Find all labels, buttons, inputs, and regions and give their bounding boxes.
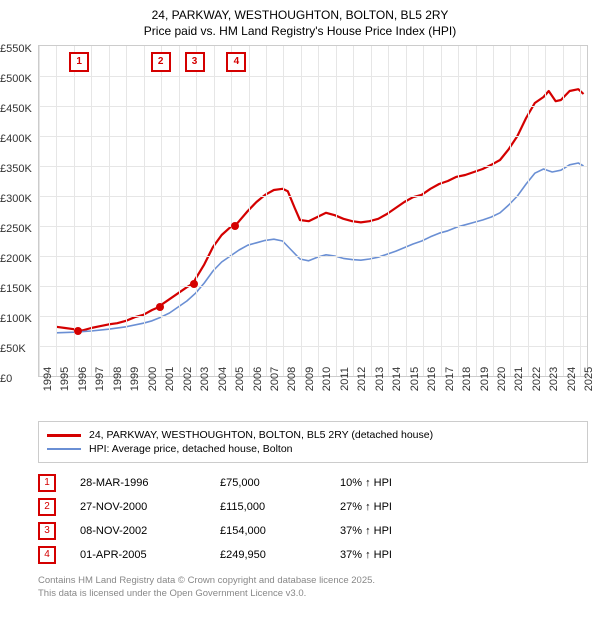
y-tick-label: £500K xyxy=(0,73,32,85)
x-tick-label: 2017 xyxy=(444,367,456,391)
x-tick-label: 2014 xyxy=(391,367,403,391)
x-axis-labels: 1994199519961997199819992000200120022003… xyxy=(38,377,588,415)
x-tick-label: 2004 xyxy=(217,367,229,391)
title-address: 24, PARKWAY, WESTHOUGHTON, BOLTON, BL5 2… xyxy=(4,8,596,24)
x-tick-label: 2018 xyxy=(461,367,473,391)
x-tick-label: 1994 xyxy=(42,367,54,391)
transaction-marker: 3 xyxy=(38,522,56,540)
x-tick-label: 2003 xyxy=(199,367,211,391)
sale-marker-box: 3 xyxy=(185,52,205,72)
sale-marker-box: 2 xyxy=(151,52,171,72)
y-axis-labels: £0£50K£100K£150K£200K£250K£300K£350K£400… xyxy=(0,45,36,375)
x-tick-label: 2000 xyxy=(147,367,159,391)
transaction-hpi: 27% ↑ HPI xyxy=(340,501,440,513)
x-tick-label: 2023 xyxy=(548,367,560,391)
transaction-hpi: 37% ↑ HPI xyxy=(340,549,440,561)
y-tick-label: £200K xyxy=(0,253,32,265)
x-tick-label: 2025 xyxy=(583,367,595,391)
title-subtitle: Price paid vs. HM Land Registry's House … xyxy=(4,24,596,40)
y-tick-label: £300K xyxy=(0,193,32,205)
x-tick-label: 2008 xyxy=(286,367,298,391)
series-line xyxy=(56,163,583,333)
x-tick-label: 2021 xyxy=(513,367,525,391)
sale-point-dot xyxy=(74,327,82,335)
y-tick-label: £350K xyxy=(0,163,32,175)
x-tick-label: 1995 xyxy=(59,367,71,391)
x-tick-label: 1997 xyxy=(94,367,106,391)
x-tick-label: 2006 xyxy=(252,367,264,391)
transaction-date: 08-NOV-2002 xyxy=(80,525,220,537)
footer-line2: This data is licensed under the Open Gov… xyxy=(38,588,588,600)
x-tick-label: 2013 xyxy=(374,367,386,391)
x-tick-label: 2016 xyxy=(426,367,438,391)
x-tick-label: 2002 xyxy=(182,367,194,391)
legend-swatch xyxy=(47,434,81,437)
y-tick-label: £250K xyxy=(0,223,32,235)
x-tick-label: 1998 xyxy=(112,367,124,391)
transaction-marker: 4 xyxy=(38,546,56,564)
legend-swatch xyxy=(47,448,81,450)
legend-label: 24, PARKWAY, WESTHOUGHTON, BOLTON, BL5 2… xyxy=(89,429,433,441)
x-tick-label: 2009 xyxy=(304,367,316,391)
transaction-row: 3 08-NOV-2002£154,00037% ↑ HPI xyxy=(38,519,588,543)
transaction-date: 27-NOV-2000 xyxy=(80,501,220,513)
transaction-row: 2 27-NOV-2000£115,00027% ↑ HPI xyxy=(38,495,588,519)
transaction-row: 1 28-MAR-1996£75,00010% ↑ HPI xyxy=(38,471,588,495)
x-tick-label: 2019 xyxy=(479,367,491,391)
transaction-price: £115,000 xyxy=(220,501,340,513)
transaction-marker: 2 xyxy=(38,498,56,516)
y-tick-label: £0 xyxy=(0,373,12,385)
y-tick-label: £50K xyxy=(0,343,26,355)
x-tick-label: 2011 xyxy=(339,367,351,391)
y-tick-label: £550K xyxy=(0,43,32,55)
x-tick-label: 2022 xyxy=(531,367,543,391)
x-tick-label: 2005 xyxy=(234,367,246,391)
transaction-price: £249,950 xyxy=(220,549,340,561)
y-tick-label: £400K xyxy=(0,133,32,145)
footer-line1: Contains HM Land Registry data © Crown c… xyxy=(38,575,588,587)
sale-point-dot xyxy=(231,222,239,230)
y-tick-label: £150K xyxy=(0,283,32,295)
transaction-table: 1 28-MAR-1996£75,00010% ↑ HPI 2 27-NOV-2000… xyxy=(38,471,588,567)
x-tick-label: 2007 xyxy=(269,367,281,391)
sale-point-dot xyxy=(190,280,198,288)
transaction-price: £154,000 xyxy=(220,525,340,537)
series-line xyxy=(56,89,583,331)
transaction-row: 4 01-APR-2005£249,95037% ↑ HPI xyxy=(38,543,588,567)
transaction-marker: 1 xyxy=(38,474,56,492)
x-tick-label: 2012 xyxy=(356,367,368,391)
chart-title: 24, PARKWAY, WESTHOUGHTON, BOLTON, BL5 2… xyxy=(0,0,600,41)
transaction-hpi: 37% ↑ HPI xyxy=(340,525,440,537)
chart-container: 24, PARKWAY, WESTHOUGHTON, BOLTON, BL5 2… xyxy=(0,0,600,600)
x-tick-label: 2001 xyxy=(164,367,176,391)
x-tick-label: 2024 xyxy=(566,367,578,391)
transaction-price: £75,000 xyxy=(220,477,340,489)
legend: 24, PARKWAY, WESTHOUGHTON, BOLTON, BL5 2… xyxy=(38,421,588,463)
y-tick-label: £450K xyxy=(0,103,32,115)
transaction-date: 28-MAR-1996 xyxy=(80,477,220,489)
footer-licence: Contains HM Land Registry data © Crown c… xyxy=(38,575,588,600)
legend-label: HPI: Average price, detached house, Bolt… xyxy=(89,443,293,455)
transaction-date: 01-APR-2005 xyxy=(80,549,220,561)
sale-marker-box: 4 xyxy=(226,52,246,72)
transaction-hpi: 10% ↑ HPI xyxy=(340,477,440,489)
legend-item: 24, PARKWAY, WESTHOUGHTON, BOLTON, BL5 2… xyxy=(47,428,579,442)
plot-area: 1 23 4 xyxy=(38,45,588,377)
chart-svg xyxy=(39,46,587,376)
x-tick-label: 1999 xyxy=(129,367,141,391)
y-tick-label: £100K xyxy=(0,313,32,325)
x-tick-label: 2020 xyxy=(496,367,508,391)
sale-point-dot xyxy=(156,303,164,311)
x-tick-label: 1996 xyxy=(77,367,89,391)
x-tick-label: 2010 xyxy=(321,367,333,391)
sale-marker-box: 1 xyxy=(69,52,89,72)
x-tick-label: 2015 xyxy=(409,367,421,391)
legend-item: HPI: Average price, detached house, Bolt… xyxy=(47,442,579,456)
